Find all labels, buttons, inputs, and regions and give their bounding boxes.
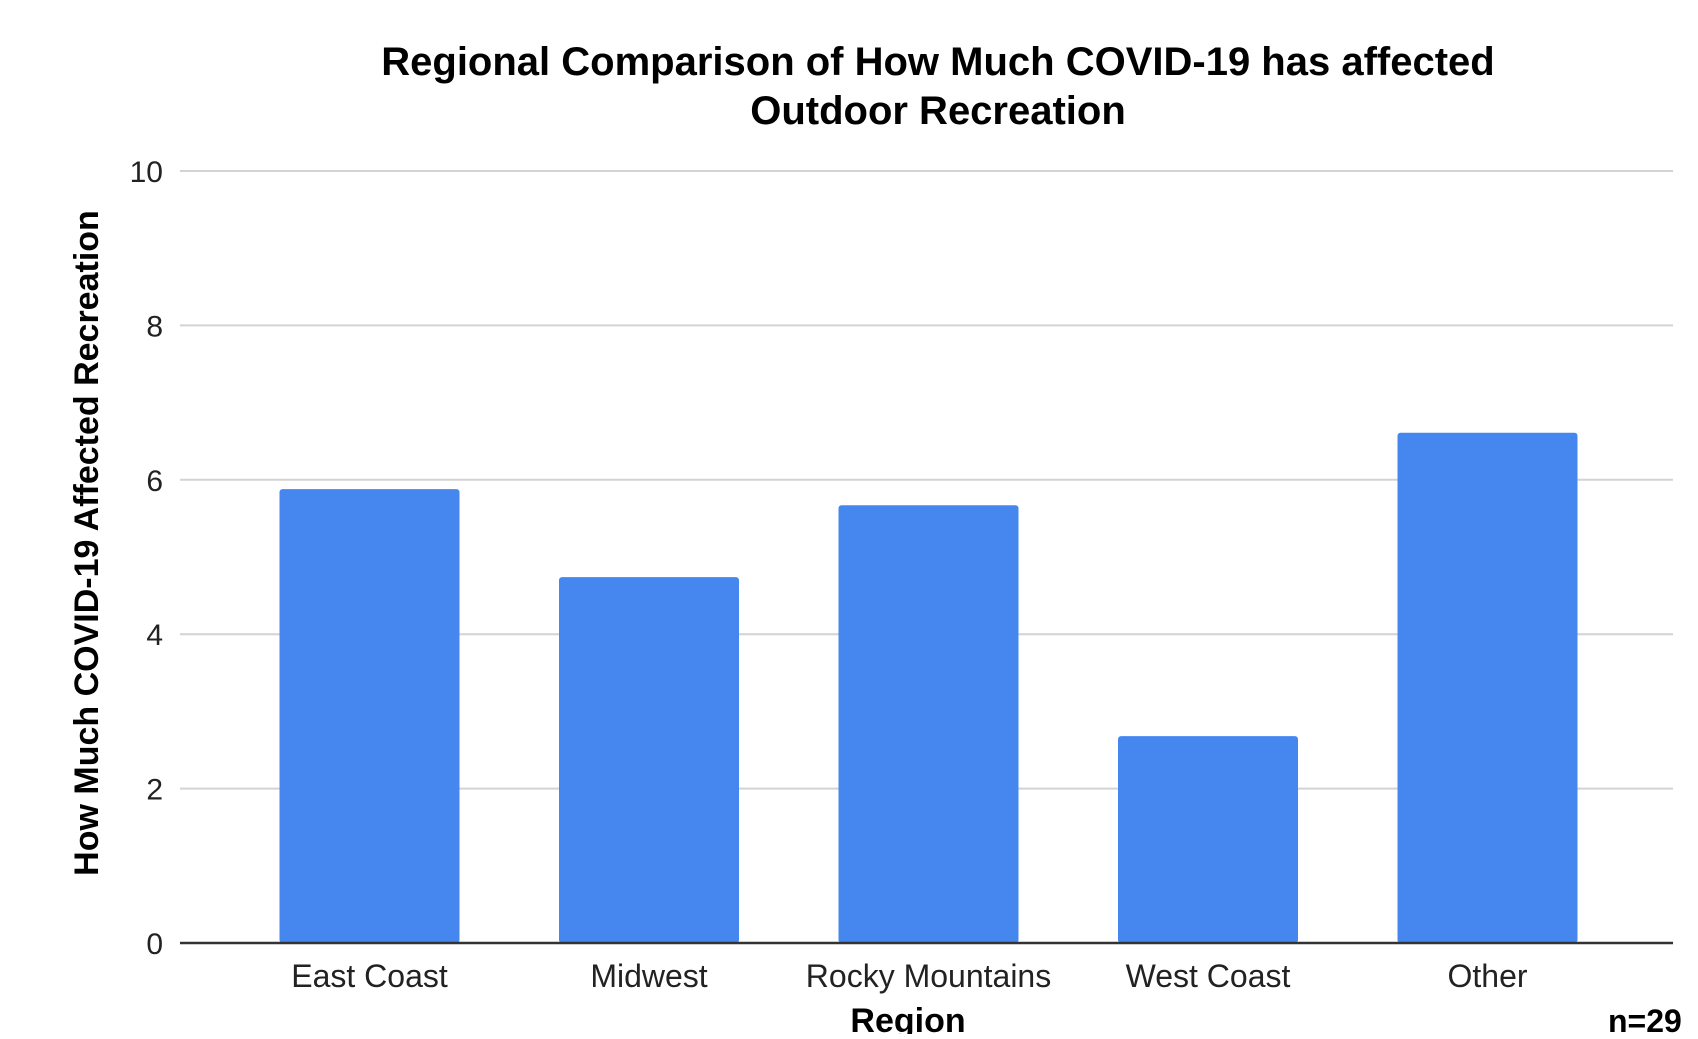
- chart-title-line-2: Outdoor Recreation: [750, 89, 1126, 133]
- y-tick-label: 10: [130, 156, 163, 189]
- y-axis-ticks: 0 2 4 6 8 10: [130, 156, 163, 961]
- y-tick-label: 2: [146, 774, 163, 807]
- bar-east-coast: [279, 489, 460, 943]
- bar-midwest: [559, 577, 739, 943]
- y-tick-label: 8: [146, 310, 163, 343]
- x-axis-categories: East Coast Midwest Rocky Mountains West Coa…: [291, 958, 1528, 994]
- chart-title-line-1: Regional Comparison of How Much COVID-19…: [381, 40, 1494, 84]
- sample-size-annotation: n=29: [1608, 1003, 1682, 1034]
- x-tick-label: Rocky Mountains: [806, 958, 1051, 994]
- x-tick-label: East Coast: [291, 958, 448, 994]
- bar-west-coast: [1118, 736, 1298, 943]
- bar-rocky-mountains: [838, 505, 1019, 943]
- y-tick-label: 6: [146, 465, 163, 498]
- x-tick-label: West Coast: [1126, 958, 1291, 994]
- y-axis-title: How Much COVID-19 Affected Recreation: [68, 210, 106, 876]
- y-tick-label: 0: [146, 928, 163, 961]
- y-tick-label: 4: [146, 619, 163, 652]
- bars: [279, 432, 1578, 943]
- x-tick-label: Other: [1447, 958, 1527, 994]
- x-axis-title: Region: [850, 1002, 965, 1034]
- x-tick-label: Midwest: [590, 958, 707, 994]
- bar-other: [1397, 432, 1578, 943]
